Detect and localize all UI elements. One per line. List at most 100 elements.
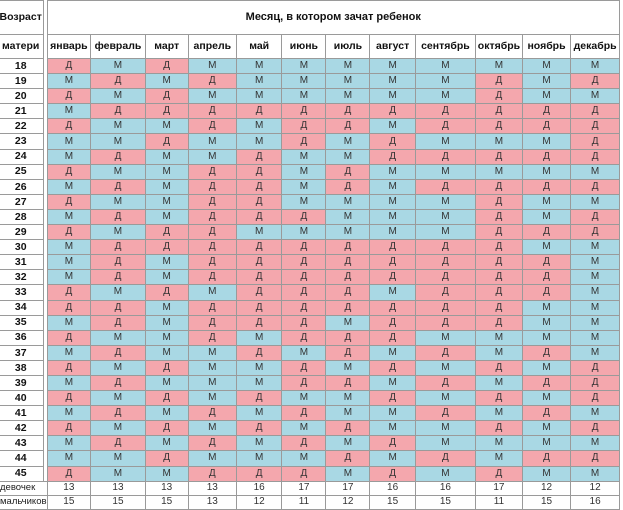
boy-cell: М [144,435,189,452]
spacer-cell [43,73,48,89]
girl-cell: Д [281,118,327,135]
boy-cell: М [90,193,146,210]
girl-cell: Д [235,299,283,316]
mother-age-cell: 22 [0,118,45,135]
spacer-cell [43,466,48,482]
month-header: август [369,34,416,59]
boy-cell: М [325,193,371,210]
boy-cell: М [90,420,146,437]
boy-cell: М [90,224,146,241]
total-count: 17 [325,480,371,496]
boy-cell: М [414,435,477,452]
boy-cell: М [325,208,371,226]
girl-cell: Д [521,103,572,120]
boy-cell: М [46,148,92,165]
girl-cell: Д [325,239,371,256]
girl-cell: Д [144,239,189,256]
boy-cell: М [235,133,283,150]
spacer-cell [43,118,48,134]
girl-cell: Д [475,148,523,165]
boy-cell: М [369,88,416,105]
girl-cell: Д [570,390,620,407]
month-header: январь [46,34,92,59]
girl-cell: Д [325,420,371,437]
total-count: 17 [281,480,327,496]
total-count: 15 [46,494,92,510]
spacer-cell [43,450,48,467]
girl-cell: Д [90,103,146,120]
table-row: 28 М Д М Д Д Д М М М Д М Д [0,208,620,226]
girl-cell: Д [235,284,283,301]
boy-cell: М [521,435,572,452]
spacer-cell [43,360,48,376]
boy-cell: М [187,374,237,392]
table-row: 24 М Д М М Д М М Д Д Д Д Д [0,148,620,165]
boy-cell: М [570,314,620,331]
age-header-top: Возраст [0,0,45,35]
boy-cell: М [235,224,283,241]
boy-cell: М [414,73,477,90]
boy-cell: М [521,239,572,256]
boy-cell: М [369,118,416,135]
spacer-cell [43,194,48,210]
girl-cell: Д [90,208,146,226]
girl-cell: Д [281,269,327,286]
girl-cell: Д [144,224,189,241]
boy-cell: М [521,299,572,316]
girl-cell: Д [414,405,477,422]
boy-cell: М [475,374,523,392]
girl-cell: Д [369,254,416,271]
boy-cell: М [369,344,416,361]
girl-cell: Д [475,118,523,135]
boy-cell: М [521,465,572,482]
spacer-cell [43,133,48,150]
girl-cell: Д [369,269,416,286]
total-count: 11 [281,494,327,510]
boy-cell: М [144,148,189,165]
mother-age-cell: 41 [0,405,45,422]
total-count: 15 [144,494,189,510]
boy-cell: М [521,314,572,331]
girl-cell: Д [570,133,620,150]
boy-cell: М [235,374,283,392]
month-header: ноябрь [521,34,572,59]
girl-cell: Д [46,299,92,316]
mother-age-cell: 42 [0,420,45,437]
total-count: 12 [570,480,620,496]
girl-cell: Д [281,299,327,316]
boy-cell: М [570,193,620,210]
girl-cell: Д [187,103,237,120]
boy-cell: М [521,359,572,376]
boy-cell: М [187,284,237,301]
girl-cell: Д [369,329,416,346]
girl-cell: Д [369,239,416,256]
boy-cell: М [281,193,327,210]
table-row: 39 М Д М М М Д Д М Д М Д Д [0,374,620,392]
boy-cell: М [369,178,416,195]
girl-cell: Д [475,103,523,120]
girl-cell: Д [187,118,237,135]
boy-cell: М [235,450,283,467]
girl-cell: Д [414,374,477,392]
boy-cell: М [475,405,523,422]
girl-cell: Д [475,239,523,256]
girl-cell: Д [187,239,237,256]
girl-cell: Д [90,148,146,165]
boy-cell: М [414,57,477,75]
girl-cell: Д [369,359,416,376]
month-header: февраль [90,34,146,59]
boy-cell: М [414,224,477,241]
table-row: 25 Д М М Д Д М Д М М М М М [0,163,620,180]
mother-age-cell: 30 [0,239,45,256]
boy-cell: М [281,148,327,165]
table-row: 27 Д М М Д Д М М М М Д М М [0,193,620,210]
boy-cell: М [414,359,477,376]
table-row: 29 Д М Д Д М М М М М Д Д Д [0,224,620,241]
spacer-cell [43,315,48,331]
boy-cell: М [144,208,189,226]
boy-cell: М [475,133,523,150]
table-row: 31 М Д М Д Д Д Д Д Д Д Д М [0,254,620,271]
total-count: 13 [144,480,189,496]
boy-cell: М [570,239,620,256]
boy-cell: М [521,57,572,75]
